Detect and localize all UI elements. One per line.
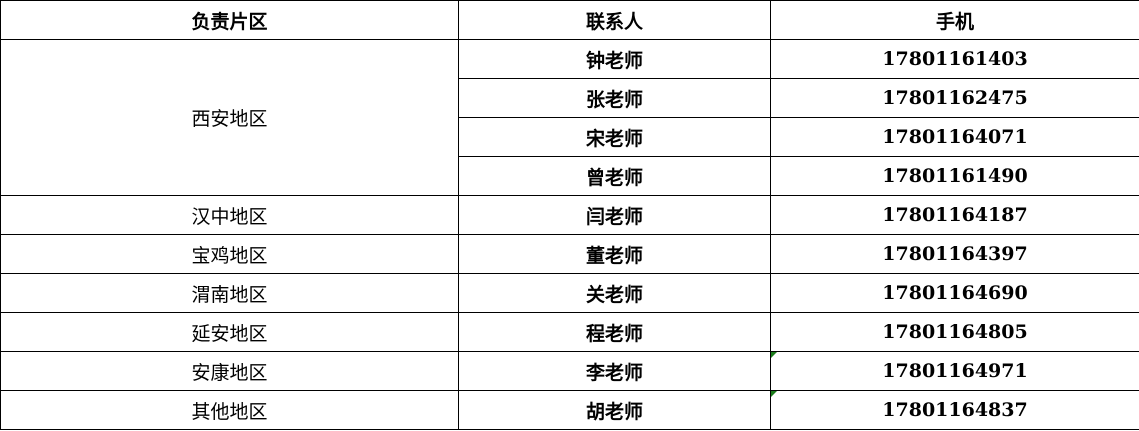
phone-cell[interactable]: 17801161403 (770, 39, 1139, 79)
header-region[interactable]: 负责片区 (0, 0, 459, 40)
table-row: 宝鸡地区 董老师 17801164397 (0, 234, 1139, 274)
contact-name-cell[interactable]: 关老师 (458, 273, 771, 313)
region-cell[interactable]: 渭南地区 (0, 273, 459, 313)
region-cell[interactable]: 宝鸡地区 (0, 234, 459, 274)
contact-name-cell[interactable]: 程老师 (458, 312, 771, 352)
header-phone[interactable]: 手机 (770, 0, 1139, 40)
phone-cell[interactable]: 17801162475 (770, 78, 1139, 118)
phone-cell[interactable]: 17801164071 (770, 117, 1139, 157)
contact-name-cell[interactable]: 曾老师 (458, 156, 771, 196)
phone-cell[interactable]: 17801164805 (770, 312, 1139, 352)
table-row: 其他地区 胡老师 17801164837 (0, 390, 1139, 430)
table-row: 张老师 17801162475 (1, 78, 1139, 118)
phone-number: 17801164071 (882, 126, 1028, 148)
table-row: 汉中地区 闫老师 17801164187 (0, 195, 1139, 235)
phone-cell[interactable]: 17801164837 (770, 390, 1139, 430)
contact-name-cell[interactable]: 董老师 (458, 234, 771, 274)
region-cell[interactable]: 安康地区 (0, 351, 459, 391)
table-row: 西安地区 钟老师 17801161403 (0, 39, 1139, 196)
phone-number: 17801161403 (882, 48, 1028, 70)
contact-name-cell[interactable]: 宋老师 (458, 117, 771, 157)
table-row: 延安地区 程老师 17801164805 (0, 312, 1139, 352)
table-row: 曾老师 17801161490 (1, 156, 1139, 196)
phone-cell[interactable]: 17801164397 (770, 234, 1139, 274)
phone-number: 17801162475 (882, 87, 1028, 109)
phone-number: 17801161490 (882, 165, 1028, 187)
phone-number: 17801164805 (882, 321, 1028, 343)
region-cell[interactable]: 汉中地区 (0, 195, 459, 235)
phone-cell[interactable]: 17801161490 (770, 156, 1139, 196)
contact-name-cell[interactable]: 闫老师 (458, 195, 771, 235)
contact-name-cell[interactable]: 钟老师 (458, 39, 771, 79)
phone-number: 17801164971 (882, 360, 1028, 382)
phone-number: 17801164397 (882, 243, 1028, 265)
region-cell[interactable]: 西安地区 (0, 39, 459, 196)
region-cell[interactable]: 其他地区 (0, 390, 459, 430)
region-cell[interactable]: 延安地区 (0, 312, 459, 352)
table-row: 宋老师 17801164071 (1, 117, 1139, 157)
phone-cell[interactable]: 17801164187 (770, 195, 1139, 235)
contact-name-cell[interactable]: 李老师 (458, 351, 771, 391)
phone-number: 17801164690 (882, 282, 1028, 304)
phone-number: 17801164187 (882, 204, 1028, 226)
phone-cell[interactable]: 17801164971 (770, 351, 1139, 391)
phone-number: 17801164837 (882, 399, 1028, 421)
header-row: 负责片区 联系人 手机 (0, 0, 1139, 40)
phone-cell[interactable]: 17801164690 (770, 273, 1139, 313)
table-row: 渭南地区 关老师 17801164690 (0, 273, 1139, 313)
table-row: 安康地区 李老师 17801164971 (0, 351, 1139, 391)
number-stored-as-text-indicator-icon[interactable] (771, 391, 777, 397)
header-contact[interactable]: 联系人 (458, 0, 771, 40)
contact-name-cell[interactable]: 张老师 (458, 78, 771, 118)
contact-name-cell[interactable]: 胡老师 (458, 390, 771, 430)
number-stored-as-text-indicator-icon[interactable] (771, 352, 777, 358)
